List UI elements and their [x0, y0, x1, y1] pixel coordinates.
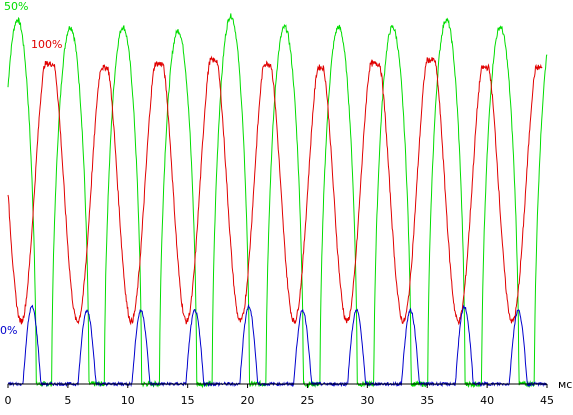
x-tick-label: 15: [181, 394, 195, 407]
x-tick-label: 20: [241, 394, 255, 407]
x-tick-label: 40: [480, 394, 494, 407]
x-tick-label: 35: [420, 394, 434, 407]
series-line-100: [7, 55, 543, 326]
x-tick-label: 25: [300, 394, 314, 407]
x-tick-label: 45: [540, 394, 554, 407]
series-labels: 50% 100% 0%: [0, 0, 62, 337]
x-tick-label: 30: [360, 394, 374, 407]
series-layer: [7, 13, 548, 389]
x-unit-label: мс: [558, 378, 572, 391]
x-tick-label: 0: [5, 394, 12, 407]
series-label-0: 0%: [0, 324, 17, 337]
x-axis: 0 5 10 15 20 25 30 35 40 45 мс: [5, 378, 573, 407]
series-line-50: [7, 13, 548, 389]
x-tick-label: 5: [64, 394, 71, 407]
x-tick-label: 10: [121, 394, 135, 407]
series-label-50: 50%: [4, 0, 28, 13]
series-label-100: 100%: [31, 38, 62, 51]
